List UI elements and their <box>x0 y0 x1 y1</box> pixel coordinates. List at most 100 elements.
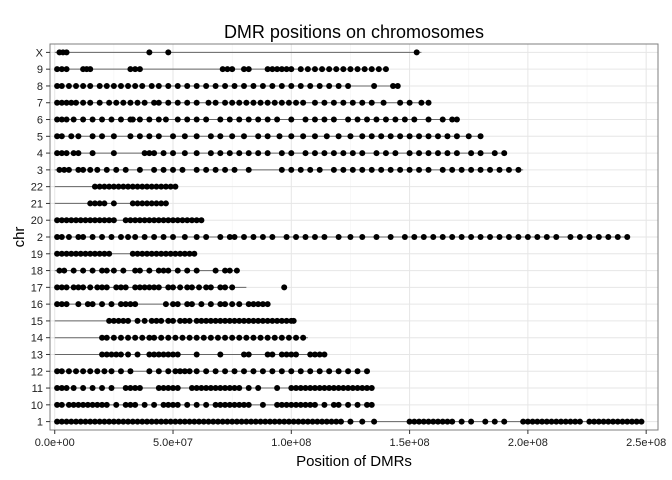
dmr-point <box>186 250 193 257</box>
dmr-point <box>572 418 579 425</box>
dmr-point <box>264 150 271 157</box>
dmr-point <box>373 116 380 123</box>
dmr-point <box>300 418 307 425</box>
dmr-point <box>54 385 61 392</box>
dmr-point <box>58 116 65 123</box>
dmr-point <box>401 234 408 240</box>
dmr-point <box>170 284 177 291</box>
dmr-point <box>330 166 337 173</box>
dmr-point <box>524 234 531 240</box>
dmr-point <box>165 217 172 224</box>
y-tick-label: 20 <box>31 215 43 227</box>
dmr-point <box>193 82 200 89</box>
dmr-point <box>99 301 106 308</box>
dmr-point <box>80 385 87 392</box>
dmr-point <box>117 284 124 291</box>
dmr-point <box>340 166 347 173</box>
dmr-point <box>125 82 132 89</box>
dmr-point <box>212 166 219 173</box>
dmr-point <box>444 150 451 157</box>
dmr-point <box>136 116 143 123</box>
dmr-point <box>117 116 124 123</box>
dmr-point <box>411 418 418 425</box>
dmr-point <box>113 401 120 408</box>
y-tick-label: 21 <box>31 198 43 210</box>
dmr-point <box>94 284 101 291</box>
dmr-point <box>307 385 314 392</box>
dmr-point <box>515 166 522 173</box>
dmr-point <box>143 250 150 257</box>
dmr-point <box>63 99 70 106</box>
dmr-point <box>321 116 328 123</box>
dmr-point <box>321 150 328 157</box>
dmr-point <box>99 284 106 291</box>
dmr-point <box>188 217 195 224</box>
dmr-point <box>56 267 63 274</box>
dmr-point <box>132 385 139 392</box>
dmr-point <box>283 234 290 240</box>
dmr-point <box>229 66 236 73</box>
dmr-point <box>179 217 186 224</box>
dmr-point <box>139 183 146 190</box>
dmr-point <box>323 133 330 140</box>
dmr-point <box>222 317 229 324</box>
dmr-point <box>302 234 309 240</box>
dmr-point <box>340 99 347 106</box>
dmr-point <box>633 418 640 425</box>
dmr-point <box>73 418 80 425</box>
dmr-point <box>243 418 250 425</box>
dmr-point <box>80 267 87 274</box>
dmr-point <box>373 150 380 157</box>
dmr-point <box>141 234 148 240</box>
dmr-point <box>288 116 295 123</box>
dmr-point <box>214 418 221 425</box>
dmr-point <box>359 385 366 392</box>
dmr-point <box>354 401 361 408</box>
dmr-point <box>217 351 224 358</box>
x-tick-label: 5.0e+07 <box>153 437 193 449</box>
dmr-point <box>193 234 200 240</box>
dmr-point <box>110 200 117 207</box>
dmr-point <box>264 334 271 341</box>
dmr-point <box>281 284 288 291</box>
dmr-point <box>271 418 278 425</box>
dmr-point <box>132 301 139 308</box>
dmr-point <box>99 133 106 140</box>
dmr-point <box>496 166 503 173</box>
dmr-point <box>394 82 401 89</box>
dmr-point <box>77 418 84 425</box>
dmr-point <box>54 66 61 73</box>
dmr-point <box>255 150 262 157</box>
dmr-point <box>226 385 233 392</box>
dmr-point <box>491 150 498 157</box>
dmr-point <box>387 166 394 173</box>
dmr-point <box>311 116 318 123</box>
dmr-point <box>300 99 307 106</box>
dmr-point <box>558 418 565 425</box>
dmr-point <box>167 183 174 190</box>
dmr-point <box>359 99 366 106</box>
dmr-point <box>198 217 205 224</box>
dmr-point <box>58 301 65 308</box>
dmr-point <box>259 317 266 324</box>
dmr-point <box>319 66 326 73</box>
dmr-point <box>255 133 262 140</box>
dmr-point <box>250 368 257 375</box>
dmr-point <box>63 385 70 392</box>
dmr-point <box>68 250 75 257</box>
dmr-point <box>274 385 281 392</box>
dmr-point <box>165 284 172 291</box>
dmr-point <box>184 267 191 274</box>
dmr-point <box>240 82 247 89</box>
dmr-point <box>141 99 148 106</box>
dmr-point <box>335 368 342 375</box>
dmr-point <box>264 301 271 308</box>
dmr-point <box>226 116 233 123</box>
dmr-point <box>274 66 281 73</box>
dmr-point <box>288 368 295 375</box>
dmr-point <box>345 401 352 408</box>
dmr-point <box>115 317 122 324</box>
dmr-point <box>108 351 115 358</box>
dmr-point <box>333 66 340 73</box>
dmr-point <box>58 217 65 224</box>
